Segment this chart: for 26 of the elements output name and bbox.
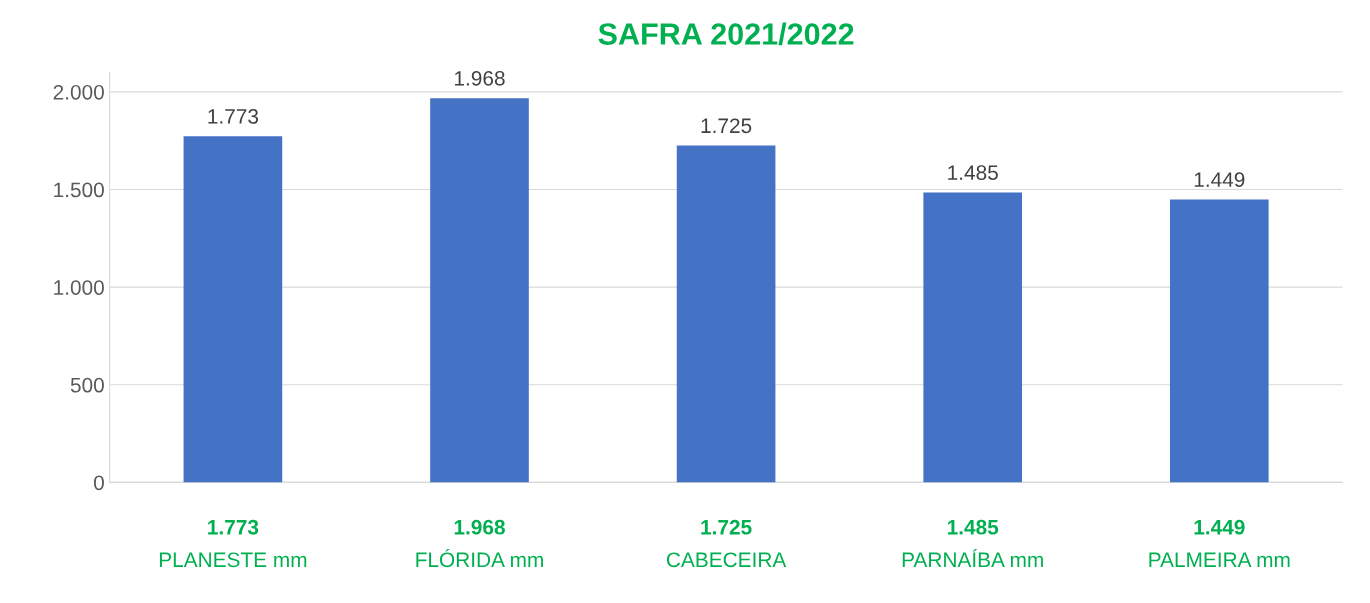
x-tick-label: PARNAÍBA mm — [902, 548, 1043, 567]
y-tick-label: 500 — [70, 377, 104, 393]
text: 1.485 — [948, 165, 998, 180]
data-label: 1.968 — [454, 519, 505, 535]
y-tick-label: 2.000 — [53, 84, 104, 100]
bar — [1169, 199, 1269, 483]
bar — [430, 98, 529, 483]
text: 1.449 — [1194, 172, 1245, 188]
bar — [183, 136, 283, 483]
data-label: 1.773 — [208, 519, 259, 535]
y-tick-label: 1.000 — [54, 280, 104, 295]
x-tick-label: PLANESTE mm — [159, 552, 307, 568]
text: 1.968 — [455, 70, 505, 86]
x-tick-label: CABECEIRA — [666, 552, 787, 568]
data-label: 1.449 — [1194, 519, 1245, 535]
x-tick-label: FLÓRIDA mm — [416, 548, 543, 568]
data-label: 1.485 — [947, 519, 999, 535]
y-tick-label: 1.500 — [54, 182, 104, 198]
chart-title: SAFRA 2021/2022 — [598, 22, 854, 46]
x-tick-label: PALMEIRA mm — [1149, 552, 1290, 567]
bar — [923, 192, 1023, 483]
text: 1.725 — [701, 118, 752, 134]
y-tick-label: 0 — [93, 475, 104, 491]
data-label: 1.725 — [701, 519, 752, 535]
bar — [676, 145, 776, 483]
text: 1.773 — [208, 109, 259, 124]
